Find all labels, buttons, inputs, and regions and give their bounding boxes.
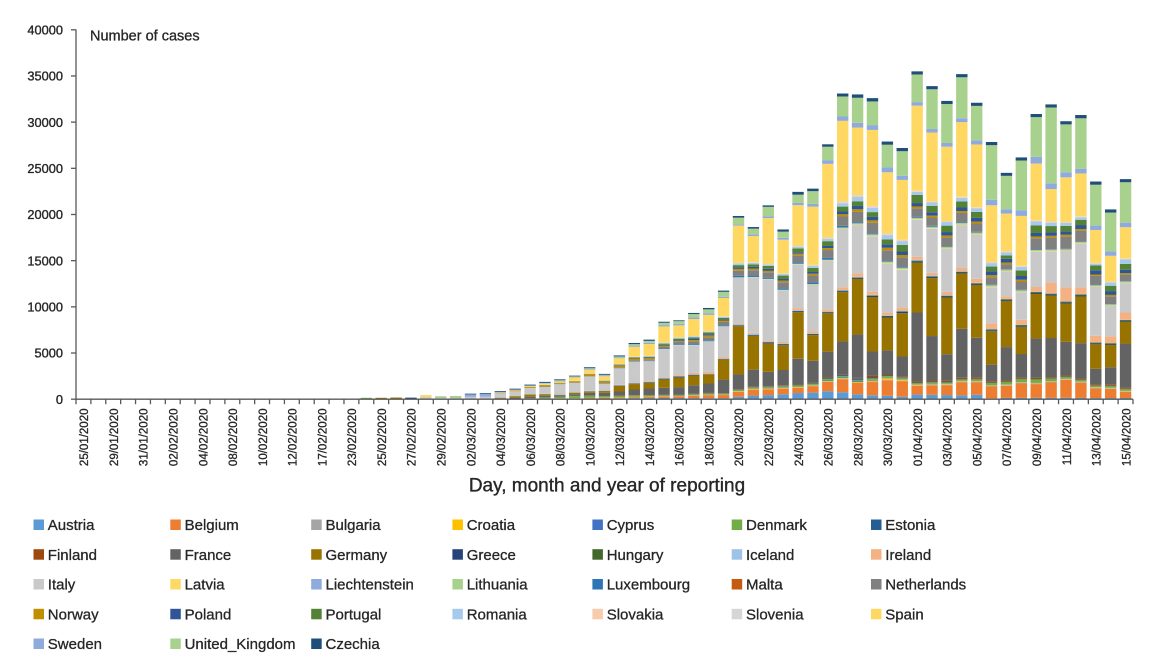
svg-text:07/04/2020: 07/04/2020 (1002, 409, 1014, 467)
svg-text:Finland: Finland (48, 547, 97, 564)
svg-text:Hungary: Hungary (607, 547, 664, 564)
svg-text:08/02/2020: 08/02/2020 (228, 409, 240, 467)
svg-text:Lithuania: Lithuania (467, 577, 529, 594)
svg-text:Ireland: Ireland (885, 547, 931, 564)
svg-text:Netherlands: Netherlands (885, 577, 966, 594)
svg-text:Liechtenstein: Liechtenstein (326, 577, 414, 594)
svg-text:Austria: Austria (48, 517, 95, 534)
svg-text:29/01/2020: 29/01/2020 (109, 409, 121, 467)
svg-text:12/03/2020: 12/03/2020 (615, 409, 627, 467)
svg-text:30/03/2020: 30/03/2020 (883, 409, 895, 467)
svg-text:Day, month and year of reporti: Day, month and year of reporting (469, 476, 745, 497)
svg-text:United_Kingdom: United_Kingdom (185, 636, 296, 653)
svg-text:Italy: Italy (48, 577, 76, 594)
svg-text:Belgium: Belgium (185, 517, 239, 534)
svg-text:29/02/2020: 29/02/2020 (436, 409, 448, 467)
svg-text:5000: 5000 (35, 346, 63, 361)
svg-text:25/01/2020: 25/01/2020 (79, 409, 91, 467)
svg-text:Luxembourg: Luxembourg (607, 577, 690, 594)
svg-text:15/04/2020: 15/04/2020 (1121, 409, 1133, 467)
svg-text:Number of cases: Number of cases (90, 29, 200, 45)
svg-text:Slovenia: Slovenia (746, 607, 804, 624)
svg-text:04/02/2020: 04/02/2020 (198, 409, 210, 467)
svg-text:14/03/2020: 14/03/2020 (645, 409, 657, 467)
svg-text:01/04/2020: 01/04/2020 (913, 409, 925, 467)
svg-text:18/03/2020: 18/03/2020 (704, 409, 716, 467)
svg-text:27/02/2020: 27/02/2020 (407, 409, 419, 467)
svg-text:France: France (185, 547, 232, 564)
svg-text:10000: 10000 (27, 299, 63, 314)
svg-text:15000: 15000 (27, 253, 63, 268)
svg-text:08/03/2020: 08/03/2020 (556, 409, 568, 467)
svg-text:Greece: Greece (467, 547, 516, 564)
svg-text:35000: 35000 (27, 69, 63, 84)
svg-text:Croatia: Croatia (467, 517, 516, 534)
svg-text:22/03/2020: 22/03/2020 (764, 409, 776, 467)
svg-text:10/02/2020: 10/02/2020 (258, 409, 270, 467)
svg-text:Spain: Spain (885, 607, 923, 624)
svg-text:Norway: Norway (48, 607, 99, 624)
svg-text:02/03/2020: 02/03/2020 (466, 409, 478, 467)
svg-text:13/04/2020: 13/04/2020 (1092, 409, 1104, 467)
svg-text:25/02/2020: 25/02/2020 (377, 409, 389, 467)
svg-text:Estonia: Estonia (885, 517, 936, 534)
svg-text:Latvia: Latvia (185, 577, 226, 594)
svg-text:10/03/2020: 10/03/2020 (585, 409, 597, 467)
svg-text:Cyprus: Cyprus (607, 517, 655, 534)
svg-text:24/03/2020: 24/03/2020 (794, 409, 806, 467)
svg-text:25000: 25000 (27, 161, 63, 176)
svg-text:31/01/2020: 31/01/2020 (139, 409, 151, 467)
svg-text:05/04/2020: 05/04/2020 (972, 409, 984, 467)
svg-text:11/04/2020: 11/04/2020 (1062, 409, 1074, 466)
svg-text:23/02/2020: 23/02/2020 (347, 409, 359, 467)
svg-text:Germany: Germany (326, 547, 388, 564)
svg-text:Czechia: Czechia (326, 636, 381, 653)
svg-text:Malta: Malta (746, 577, 783, 594)
svg-text:Portugal: Portugal (326, 607, 382, 624)
svg-text:Romania: Romania (467, 607, 528, 624)
svg-text:30000: 30000 (27, 115, 63, 130)
svg-text:20/03/2020: 20/03/2020 (734, 409, 746, 467)
svg-text:20000: 20000 (27, 207, 63, 222)
svg-text:Poland: Poland (185, 607, 232, 624)
svg-text:02/02/2020: 02/02/2020 (169, 409, 181, 467)
svg-text:Bulgaria: Bulgaria (326, 517, 382, 534)
svg-text:06/03/2020: 06/03/2020 (526, 409, 538, 467)
svg-text:26/03/2020: 26/03/2020 (824, 409, 836, 467)
svg-text:40000: 40000 (27, 22, 63, 37)
svg-text:0: 0 (56, 392, 63, 407)
svg-text:17/02/2020: 17/02/2020 (317, 409, 329, 467)
svg-text:Iceland: Iceland (746, 547, 794, 564)
svg-text:03/04/2020: 03/04/2020 (943, 409, 955, 467)
svg-text:12/02/2020: 12/02/2020 (288, 409, 300, 467)
svg-text:16/03/2020: 16/03/2020 (675, 409, 687, 467)
svg-text:09/04/2020: 09/04/2020 (1032, 409, 1044, 467)
svg-text:Denmark: Denmark (746, 517, 807, 534)
svg-text:28/03/2020: 28/03/2020 (853, 409, 865, 467)
svg-text:04/03/2020: 04/03/2020 (496, 409, 508, 467)
svg-text:Slovakia: Slovakia (607, 607, 664, 624)
svg-text:Sweden: Sweden (48, 636, 102, 653)
